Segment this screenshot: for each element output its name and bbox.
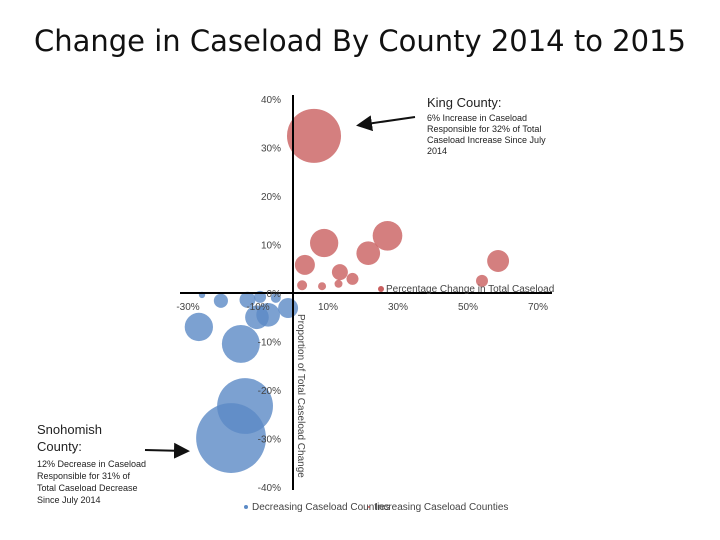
increasing-county-bubble xyxy=(372,220,403,251)
x-tick-label: 30% xyxy=(388,302,408,313)
increasing-county-bubble xyxy=(331,264,348,281)
increasing-county-bubble xyxy=(356,241,381,266)
x-tick-label: -10% xyxy=(246,302,269,313)
slide-title: Change in Caseload By County 2014 to 201… xyxy=(33,24,686,58)
increasing-county-bubble xyxy=(294,254,315,275)
x-tick-label: -30% xyxy=(176,302,199,313)
legend-decreasing: Decreasing Caseload Counties xyxy=(252,502,390,513)
x-tick-label: 50% xyxy=(458,302,478,313)
legend-marker-decreasing xyxy=(244,505,248,509)
increasing-county-bubble xyxy=(487,250,510,272)
y-tick-label: 30% xyxy=(261,144,281,155)
decreasing-county-bubble xyxy=(221,324,260,363)
decreasing-county-bubble xyxy=(184,312,213,342)
snohomish-annotation: Snohomish County: 12% Decrease in Caselo… xyxy=(37,421,149,506)
king-body: 6% Increase in Caseload Responsible for … xyxy=(427,113,546,156)
y-tick-label: -30% xyxy=(258,435,281,446)
snohomish-body: 12% Decrease in Caseload Responsible for… xyxy=(37,459,147,505)
series-label-marker xyxy=(378,286,384,292)
king-arrow xyxy=(356,115,416,132)
y-tick-label: 10% xyxy=(261,241,281,252)
decreasing-county-bubble xyxy=(270,292,281,303)
snohomish-arrow xyxy=(144,442,190,459)
y-tick-label: -40% xyxy=(258,483,281,494)
increasing-county-bubble xyxy=(286,108,342,163)
increasing-county-bubble xyxy=(297,280,308,291)
increasing-county-bubble xyxy=(346,272,359,285)
snohomish-heading: Snohomish County: xyxy=(37,422,103,454)
y-tick-label: 40% xyxy=(261,95,281,106)
increasing-county-bubble xyxy=(334,279,343,288)
increasing-county-bubble xyxy=(310,228,339,258)
y-axis-label: Proportion of Total Caseload Change xyxy=(295,314,306,478)
legend-increasing: Increasing Caseload Counties xyxy=(375,502,508,513)
y-tick-label: 20% xyxy=(261,192,281,203)
decreasing-county-bubble xyxy=(256,302,280,327)
king-annotation: King County: 6% Increase in Caseload Res… xyxy=(427,95,552,157)
x-tick-label: 70% xyxy=(528,302,548,313)
x-tick-label: 10% xyxy=(318,302,338,313)
y-tick-label: -20% xyxy=(258,386,281,397)
increasing-county-bubble xyxy=(318,282,327,291)
increasing-county-bubble xyxy=(476,274,488,287)
legend-marker-increasing xyxy=(368,506,370,508)
decreasing-county-bubble xyxy=(239,291,256,308)
y-tick-label: -10% xyxy=(258,338,281,349)
king-heading: King County: xyxy=(427,95,502,110)
legend: Decreasing Caseload Counties Increasing … xyxy=(244,502,508,513)
decreasing-county-bubble xyxy=(217,378,273,434)
decreasing-county-bubble xyxy=(213,293,228,308)
y-tick-label: 0% xyxy=(267,289,282,300)
x-axis-label: Percentage Change in Total Caseload xyxy=(386,284,554,295)
